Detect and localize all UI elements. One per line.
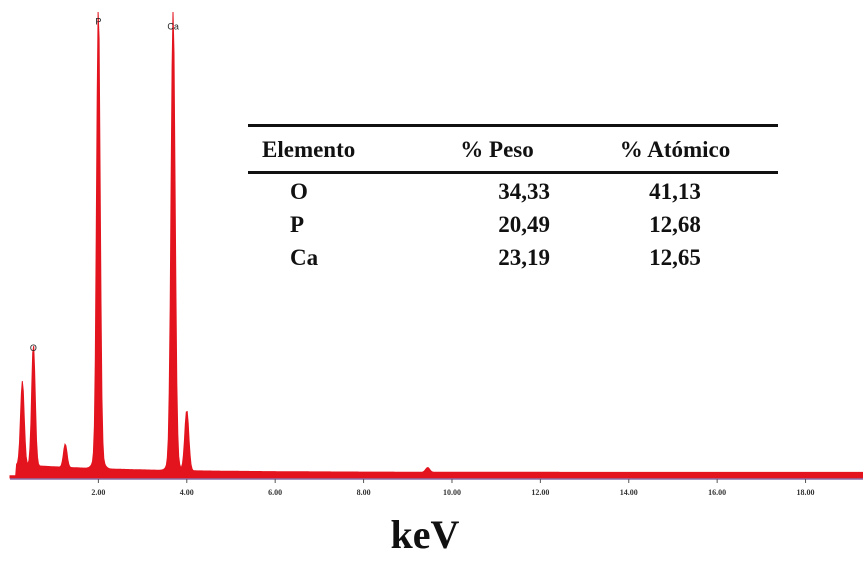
cell-atomico: 41,13 <box>572 174 778 207</box>
peak-label-o: O <box>30 343 37 353</box>
x-tick-label: 18.00 <box>797 488 815 497</box>
header-elemento: Elemento <box>248 127 422 171</box>
x-axis: 2.00 4.00 6.00 8.00 10.00 12.00 14.00 16.00 18.0… <box>10 479 863 497</box>
cell-atomico: 12,65 <box>572 240 778 273</box>
cell-peso: 34,33 <box>422 174 572 207</box>
x-axis-label: keV <box>391 512 460 557</box>
table-row: Ca 23,19 12,65 <box>248 240 778 273</box>
table-row: O 34,33 41,13 <box>248 174 778 207</box>
cell-element: P <box>248 207 422 240</box>
x-tick-label: 12.00 <box>531 488 549 497</box>
peak-label-p: P <box>95 17 101 27</box>
header-peso: % Peso <box>422 127 572 171</box>
x-tick-label: 2.00 <box>91 488 105 497</box>
composition-table-grid: Elemento % Peso % Atómico O 34,33 41,13 … <box>248 127 778 273</box>
x-tick-label: 8.00 <box>357 488 371 497</box>
peak-label-ca: Ca <box>167 21 179 31</box>
x-tick-label: 14.00 <box>620 488 638 497</box>
table-row: P 20,49 12,68 <box>248 207 778 240</box>
x-tick-label: 6.00 <box>268 488 282 497</box>
cell-element: Ca <box>248 240 422 273</box>
x-tick-label: 4.00 <box>180 488 194 497</box>
cell-element: O <box>248 174 422 207</box>
header-atomico: % Atómico <box>572 127 778 171</box>
cell-peso: 20,49 <box>422 207 572 240</box>
cell-atomico: 12,68 <box>572 207 778 240</box>
table-header-row: Elemento % Peso % Atómico <box>248 127 778 171</box>
x-tick-label: 16.00 <box>708 488 726 497</box>
composition-table: Elemento % Peso % Atómico O 34,33 41,13 … <box>248 124 778 273</box>
cell-peso: 23,19 <box>422 240 572 273</box>
x-tick-label: 10.00 <box>443 488 461 497</box>
